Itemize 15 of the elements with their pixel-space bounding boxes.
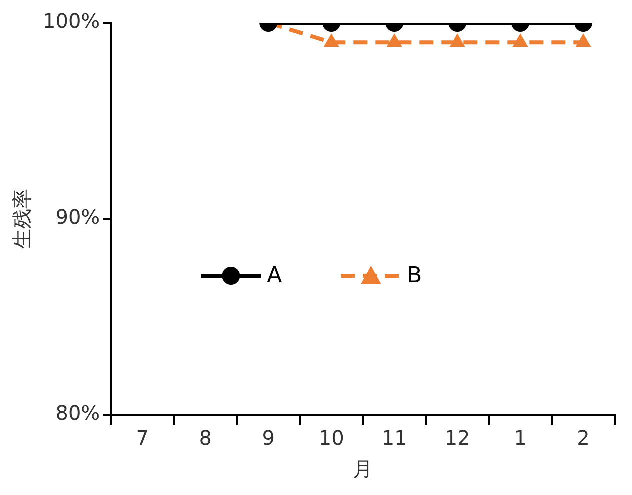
legend-label: B bbox=[407, 264, 422, 289]
x-tick-label: 2 bbox=[577, 426, 590, 450]
x-tick-label: 9 bbox=[262, 426, 275, 450]
legend-label: A bbox=[267, 264, 282, 289]
x-tick-label: 12 bbox=[444, 426, 470, 450]
y-tick-label: 80% bbox=[56, 401, 100, 426]
x-tick-label: 8 bbox=[199, 426, 212, 450]
x-tick-label: 10 bbox=[318, 426, 344, 450]
x-tick-label: 11 bbox=[382, 426, 408, 450]
x-axis-title: 月 bbox=[353, 457, 374, 482]
y-axis-title: 生残率 bbox=[10, 189, 34, 249]
x-tick-label: 7 bbox=[136, 426, 150, 450]
y-tick-label: 100% bbox=[42, 9, 100, 34]
y-tick-label: 90% bbox=[56, 205, 100, 230]
x-tick-label: 1 bbox=[514, 426, 527, 450]
